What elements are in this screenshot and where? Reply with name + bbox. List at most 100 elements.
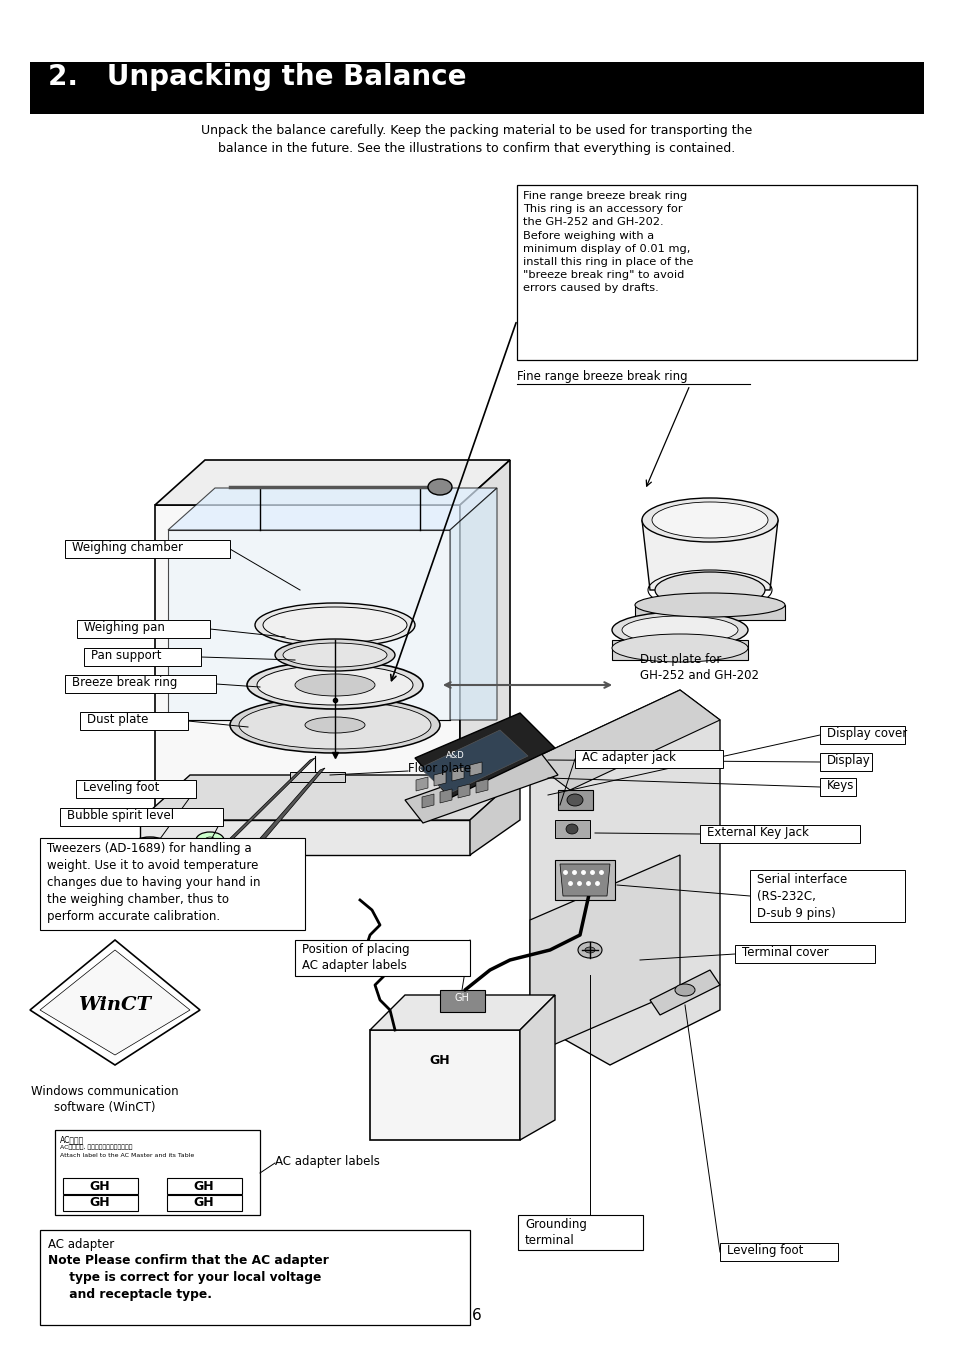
Bar <box>820 753 872 771</box>
Bar <box>167 1179 242 1193</box>
Polygon shape <box>641 520 778 590</box>
Bar <box>820 726 904 744</box>
Ellipse shape <box>621 616 738 644</box>
Text: Windows communication
software (WinCT): Windows communication software (WinCT) <box>31 1085 178 1114</box>
Polygon shape <box>519 995 555 1139</box>
Text: AC adapter labels: AC adapter labels <box>274 1156 379 1168</box>
Ellipse shape <box>263 608 407 643</box>
Ellipse shape <box>247 662 422 709</box>
Bar <box>77 620 210 639</box>
Text: Dust plate: Dust plate <box>87 713 149 726</box>
Bar <box>167 1195 242 1211</box>
Polygon shape <box>168 487 497 531</box>
Polygon shape <box>559 864 609 896</box>
Polygon shape <box>459 460 510 819</box>
Polygon shape <box>439 788 452 803</box>
Ellipse shape <box>655 572 764 608</box>
Text: balance in the future. See the illustrations to confirm that everything is conta: balance in the future. See the illustrat… <box>218 142 735 155</box>
Bar <box>439 990 484 1012</box>
Bar <box>84 648 201 666</box>
Bar <box>370 1030 519 1139</box>
Polygon shape <box>530 855 679 1054</box>
Bar <box>40 838 305 930</box>
Bar <box>40 1230 470 1324</box>
Ellipse shape <box>305 717 365 733</box>
Text: GH: GH <box>429 1053 450 1066</box>
Text: Weighing chamber: Weighing chamber <box>71 541 183 554</box>
Polygon shape <box>168 531 450 720</box>
Polygon shape <box>225 768 325 880</box>
Polygon shape <box>470 775 519 855</box>
Text: Fine range breeze break ring: Fine range breeze break ring <box>517 370 687 383</box>
Bar <box>749 869 904 922</box>
Bar <box>820 778 855 796</box>
Text: Keys: Keys <box>826 779 854 792</box>
Ellipse shape <box>239 701 431 749</box>
Polygon shape <box>419 730 527 794</box>
Bar <box>63 1179 138 1193</box>
Polygon shape <box>154 505 459 819</box>
Polygon shape <box>370 995 555 1030</box>
Text: Fine range breeze break ring
This ring is an accessory for
the GH-252 and GH-202: Fine range breeze break ring This ring i… <box>522 190 693 293</box>
Text: Note Please confirm that the AC adapter
     type is correct for your local volt: Note Please confirm that the AC adapter … <box>48 1254 329 1301</box>
Text: Bubble spirit level: Bubble spirit level <box>67 809 174 822</box>
Polygon shape <box>421 794 434 809</box>
Text: AC adapter: AC adapter <box>48 1238 114 1251</box>
Text: Display cover: Display cover <box>826 728 906 740</box>
Ellipse shape <box>274 639 395 671</box>
Text: ACアダプタ, コードに貼付けてください: ACアダプタ, コードに貼付けてください <box>60 1143 132 1150</box>
Polygon shape <box>470 761 481 776</box>
Ellipse shape <box>256 666 413 705</box>
Polygon shape <box>530 690 720 790</box>
Ellipse shape <box>566 794 582 806</box>
Bar <box>60 809 223 826</box>
Ellipse shape <box>584 946 595 953</box>
Bar <box>558 790 593 810</box>
Ellipse shape <box>565 824 578 834</box>
Text: Dust plate for
GH-252 and GH-202: Dust plate for GH-252 and GH-202 <box>639 653 759 682</box>
Ellipse shape <box>294 674 375 697</box>
Text: ACラベル: ACラベル <box>60 1135 84 1143</box>
Ellipse shape <box>578 942 601 958</box>
Ellipse shape <box>675 984 695 996</box>
Text: 6: 6 <box>472 1308 481 1323</box>
Polygon shape <box>30 940 200 1065</box>
Polygon shape <box>555 860 615 900</box>
Text: Unpack the balance carefully. Keep the packing material to be used for transport: Unpack the balance carefully. Keep the p… <box>201 124 752 136</box>
Text: Terminal cover: Terminal cover <box>741 946 828 958</box>
Text: Floor plate: Floor plate <box>408 761 471 775</box>
Bar <box>575 751 722 768</box>
Bar <box>65 540 230 558</box>
Polygon shape <box>405 752 558 824</box>
Text: Grounding
terminal: Grounding terminal <box>524 1218 586 1247</box>
Bar <box>734 945 874 963</box>
Ellipse shape <box>254 603 415 647</box>
Bar <box>55 1130 260 1215</box>
Text: Serial interface
(RS-232C,
D-sub 9 pins): Serial interface (RS-232C, D-sub 9 pins) <box>757 873 846 919</box>
Text: Display: Display <box>826 755 870 767</box>
Ellipse shape <box>195 832 224 848</box>
Polygon shape <box>457 784 470 798</box>
Ellipse shape <box>641 498 778 541</box>
Bar <box>720 1243 837 1261</box>
Text: Pan support: Pan support <box>91 649 161 662</box>
Bar <box>76 780 195 798</box>
Text: Weighing pan: Weighing pan <box>84 621 165 634</box>
Polygon shape <box>140 819 470 855</box>
Bar <box>517 185 916 360</box>
Text: Position of placing
AC adapter labels: Position of placing AC adapter labels <box>302 944 409 972</box>
Bar <box>80 711 188 730</box>
Polygon shape <box>530 690 720 1065</box>
Bar <box>555 819 589 838</box>
Text: WinCT: WinCT <box>78 996 152 1014</box>
Polygon shape <box>220 757 314 850</box>
Text: GH: GH <box>90 1180 111 1192</box>
Polygon shape <box>434 772 446 786</box>
Bar <box>294 940 470 976</box>
Ellipse shape <box>651 502 767 539</box>
Polygon shape <box>476 779 488 792</box>
Text: External Key Jack: External Key Jack <box>706 826 808 838</box>
Bar <box>700 825 859 842</box>
Ellipse shape <box>612 634 747 662</box>
Text: 2.   Unpacking the Balance: 2. Unpacking the Balance <box>48 63 466 90</box>
